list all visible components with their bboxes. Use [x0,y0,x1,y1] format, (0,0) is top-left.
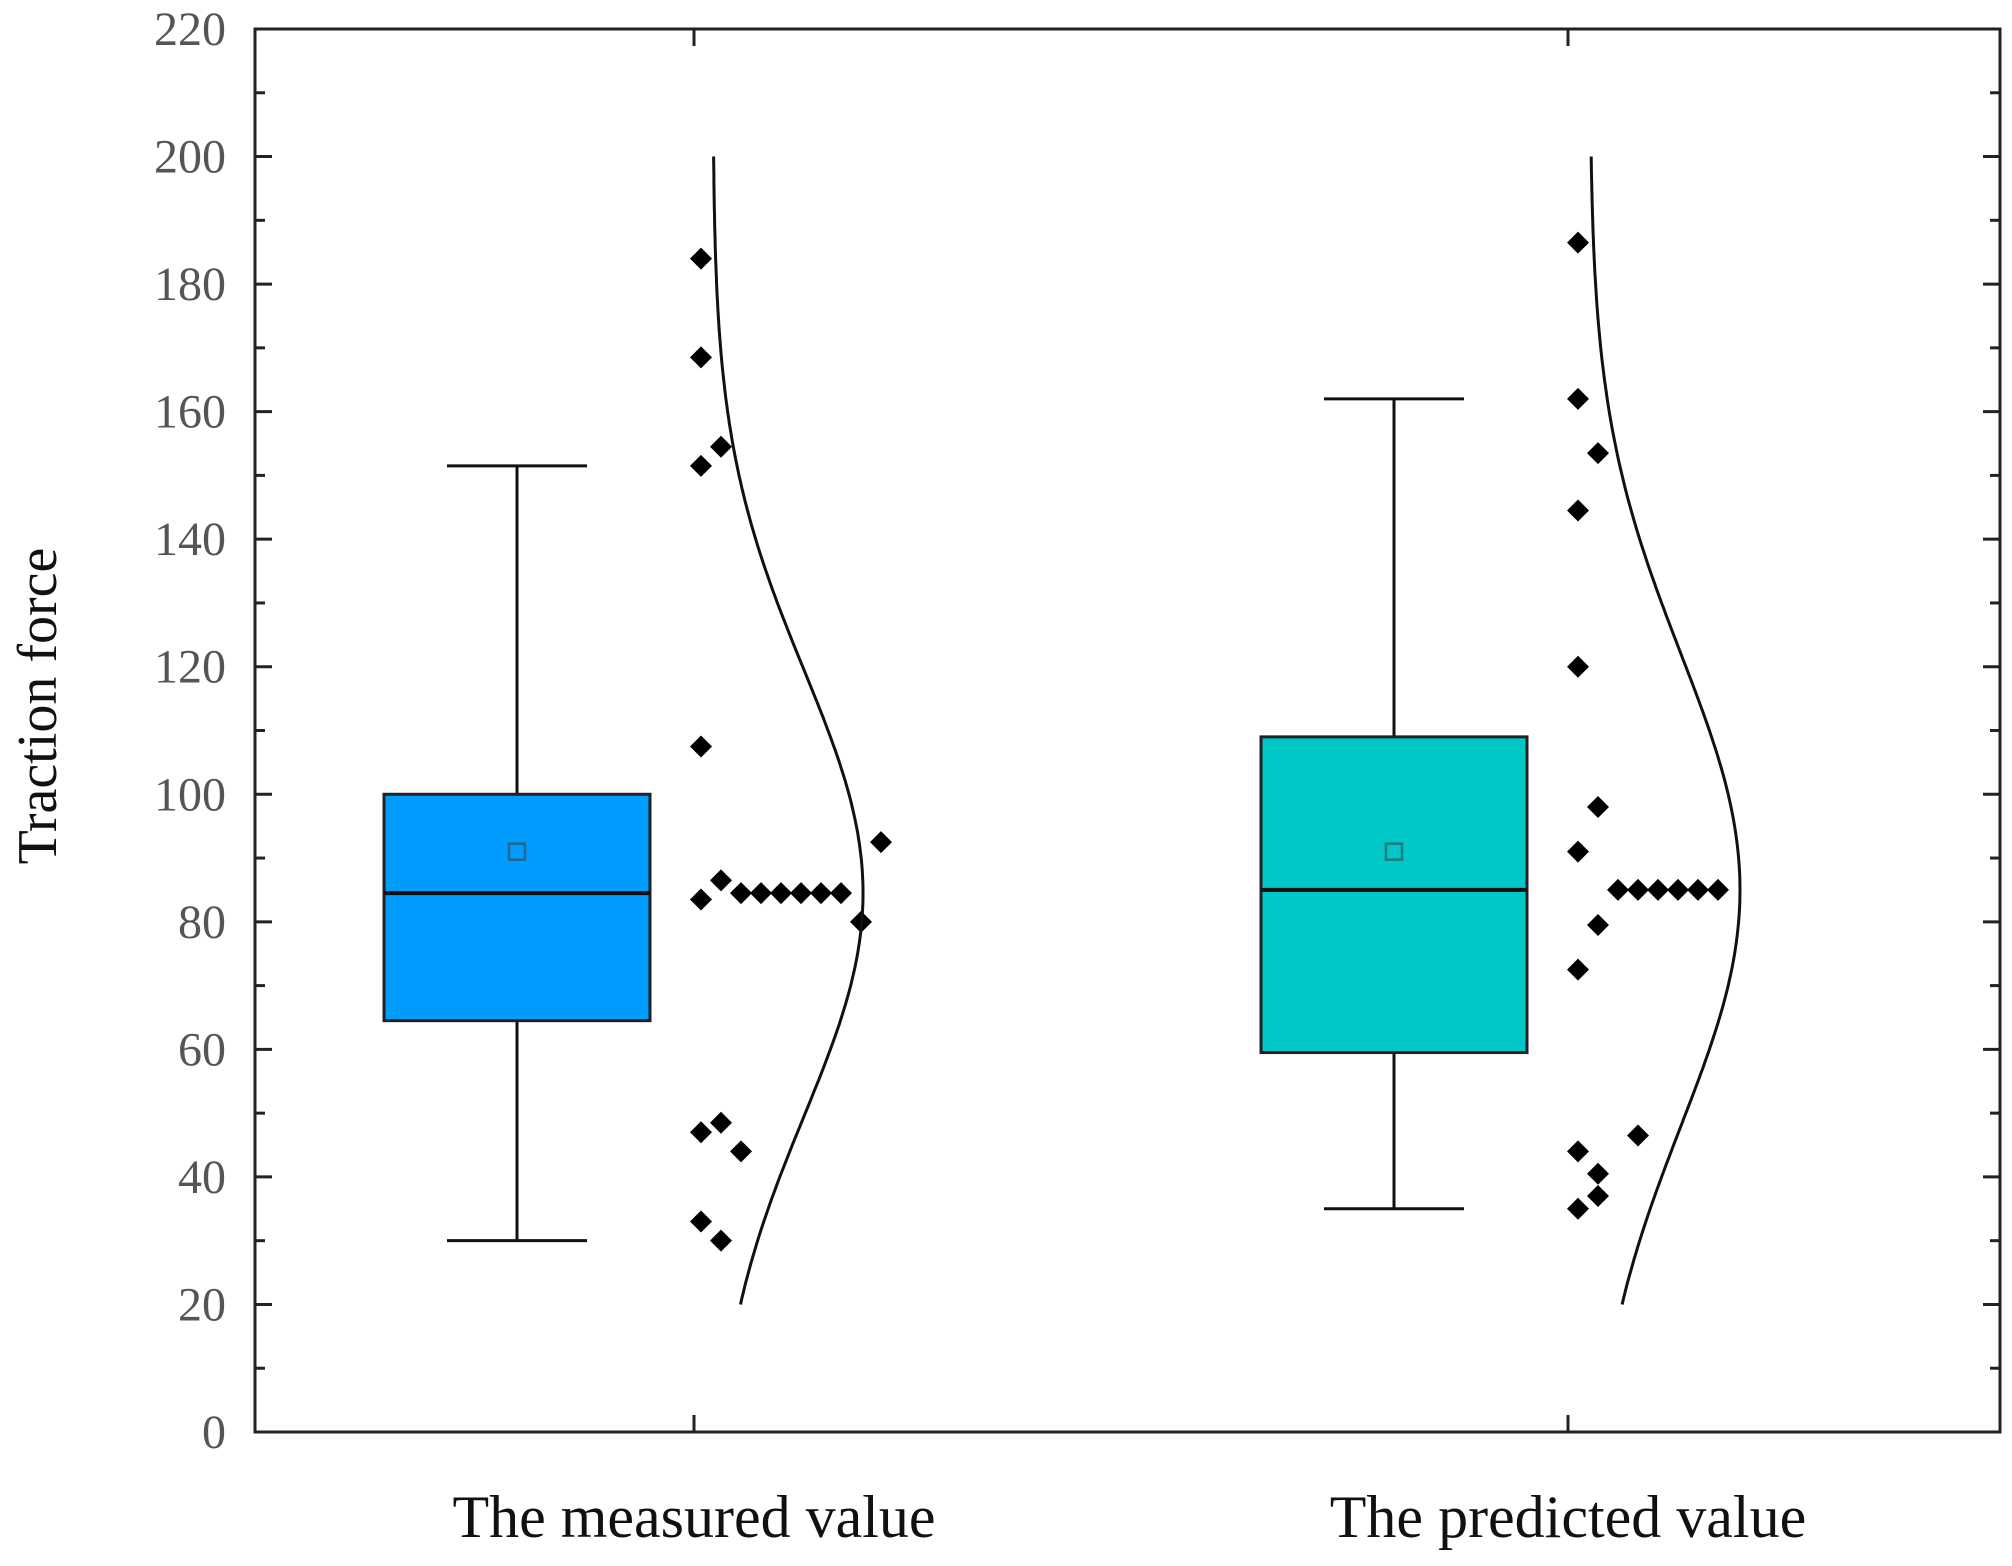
box-iqr [1259,735,1529,1055]
y-tick-label: 60 [178,1023,226,1076]
data-point [830,882,852,905]
x-category-label: The predicted value [1330,1484,1806,1550]
data-point [1567,387,1589,410]
data-point [1627,1124,1649,1147]
data-point [1587,442,1609,465]
data-point [690,1210,712,1233]
series-group [382,156,892,1305]
y-tick-label: 180 [154,258,226,311]
data-point [1587,914,1609,937]
data-point [710,1229,732,1252]
y-tick-label: 140 [154,513,226,566]
data-point [1587,1162,1609,1185]
y-tick-label: 220 [154,3,226,56]
data-point [1567,958,1589,981]
data-point [1627,878,1649,901]
y-tick-label: 20 [178,1278,226,1331]
data-point [730,1140,752,1163]
data-point [690,1121,712,1144]
y-tick-label: 40 [178,1151,226,1204]
data-point [1667,878,1689,901]
series-group [1259,156,1742,1305]
data-point [1567,840,1589,863]
data-point [1647,878,1669,901]
y-tick-label: 0 [202,1406,226,1459]
data-point [770,882,792,905]
data-point [690,735,712,758]
y-tick-label: 200 [154,131,226,184]
data-point [1567,1197,1589,1220]
y-tick-label: 80 [178,896,226,949]
mean-marker [1384,842,1404,861]
data-point [810,882,832,905]
mean-marker [507,842,527,861]
data-point [790,882,812,905]
data-point [690,888,712,911]
data-point [1567,655,1589,678]
data-point [710,869,732,892]
y-axis-title: Traction force [7,548,69,865]
series-layer [382,156,1742,1305]
data-point [1587,796,1609,819]
data-point [1567,1140,1589,1163]
data-point [730,882,752,905]
data-point [1607,878,1629,901]
category-labels: The measured value The predicted value [452,29,1806,1550]
plot-frame [253,27,2002,1434]
data-point [690,454,712,477]
data-point [1707,878,1729,901]
data-point [1687,878,1709,901]
distribution-curve [1589,156,1742,1305]
box-iqr [382,792,652,1023]
data-point [1587,1185,1609,1208]
y-tick-label: 160 [154,386,226,439]
y-tick-label: 100 [154,768,226,821]
data-point [870,831,892,854]
data-point [750,882,772,905]
y-axis-ticks: 0 20 40 60 80 100 120 140 160 180 200 220 [154,3,2000,1459]
x-category-label: The measured value [452,1484,935,1550]
data-point [710,1111,732,1134]
data-point [1567,231,1589,254]
y-tick-label: 120 [154,641,226,694]
data-point [690,346,712,369]
data-point [1567,499,1589,522]
data-point [710,435,732,458]
distribution-curve [712,156,865,1305]
data-point [690,247,712,270]
